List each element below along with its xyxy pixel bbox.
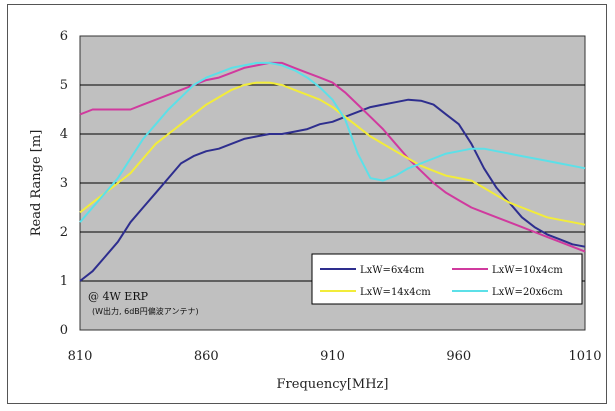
y-tick-label: 1 (60, 274, 68, 289)
series-lines (79, 61, 586, 282)
y-axis-title: Read Range [m] (29, 130, 44, 237)
y-tick-label: 5 (60, 78, 68, 93)
x-axis-ticks: 810 860 910 960 1010 (68, 349, 602, 364)
x-axis-title: Frequency[MHz] (277, 377, 389, 392)
y-axis-ticks: 0 1 2 3 4 5 6 (60, 29, 68, 338)
legend-label: LxW=20x6cm (492, 287, 563, 298)
y-tick-label: 2 (60, 225, 68, 240)
series-line-2 (79, 61, 586, 253)
y-tick-label: 6 (60, 29, 68, 44)
x-tick-label: 1010 (568, 349, 601, 364)
y-tick-label: 3 (60, 176, 68, 191)
grid-lines (80, 84, 585, 282)
x-tick-label: 910 (320, 349, 345, 364)
legend-label: LxW=10x4cm (492, 265, 563, 276)
legend: LxW=6x4cm LxW=10x4cm LxW=14x4cm LxW=20x6cm (311, 253, 583, 305)
y-tick-label: 4 (60, 127, 68, 142)
x-tick-label: 860 (194, 349, 219, 364)
annotation-erp: @ 4W ERP (88, 290, 149, 303)
series-line-1 (79, 98, 586, 282)
legend-box (311, 253, 583, 305)
legend-label: LxW=14x4cm (360, 287, 431, 298)
series-line-4 (79, 61, 586, 223)
legend-label: LxW=6x4cm (360, 265, 425, 276)
annotation-antenna-note: (W出力, 6dB円偏波アンテナ) (92, 306, 199, 316)
y-tick-label: 0 (60, 323, 68, 338)
x-tick-label: 960 (446, 349, 471, 364)
series-line-3 (79, 81, 586, 226)
x-tick-label: 810 (68, 349, 93, 364)
